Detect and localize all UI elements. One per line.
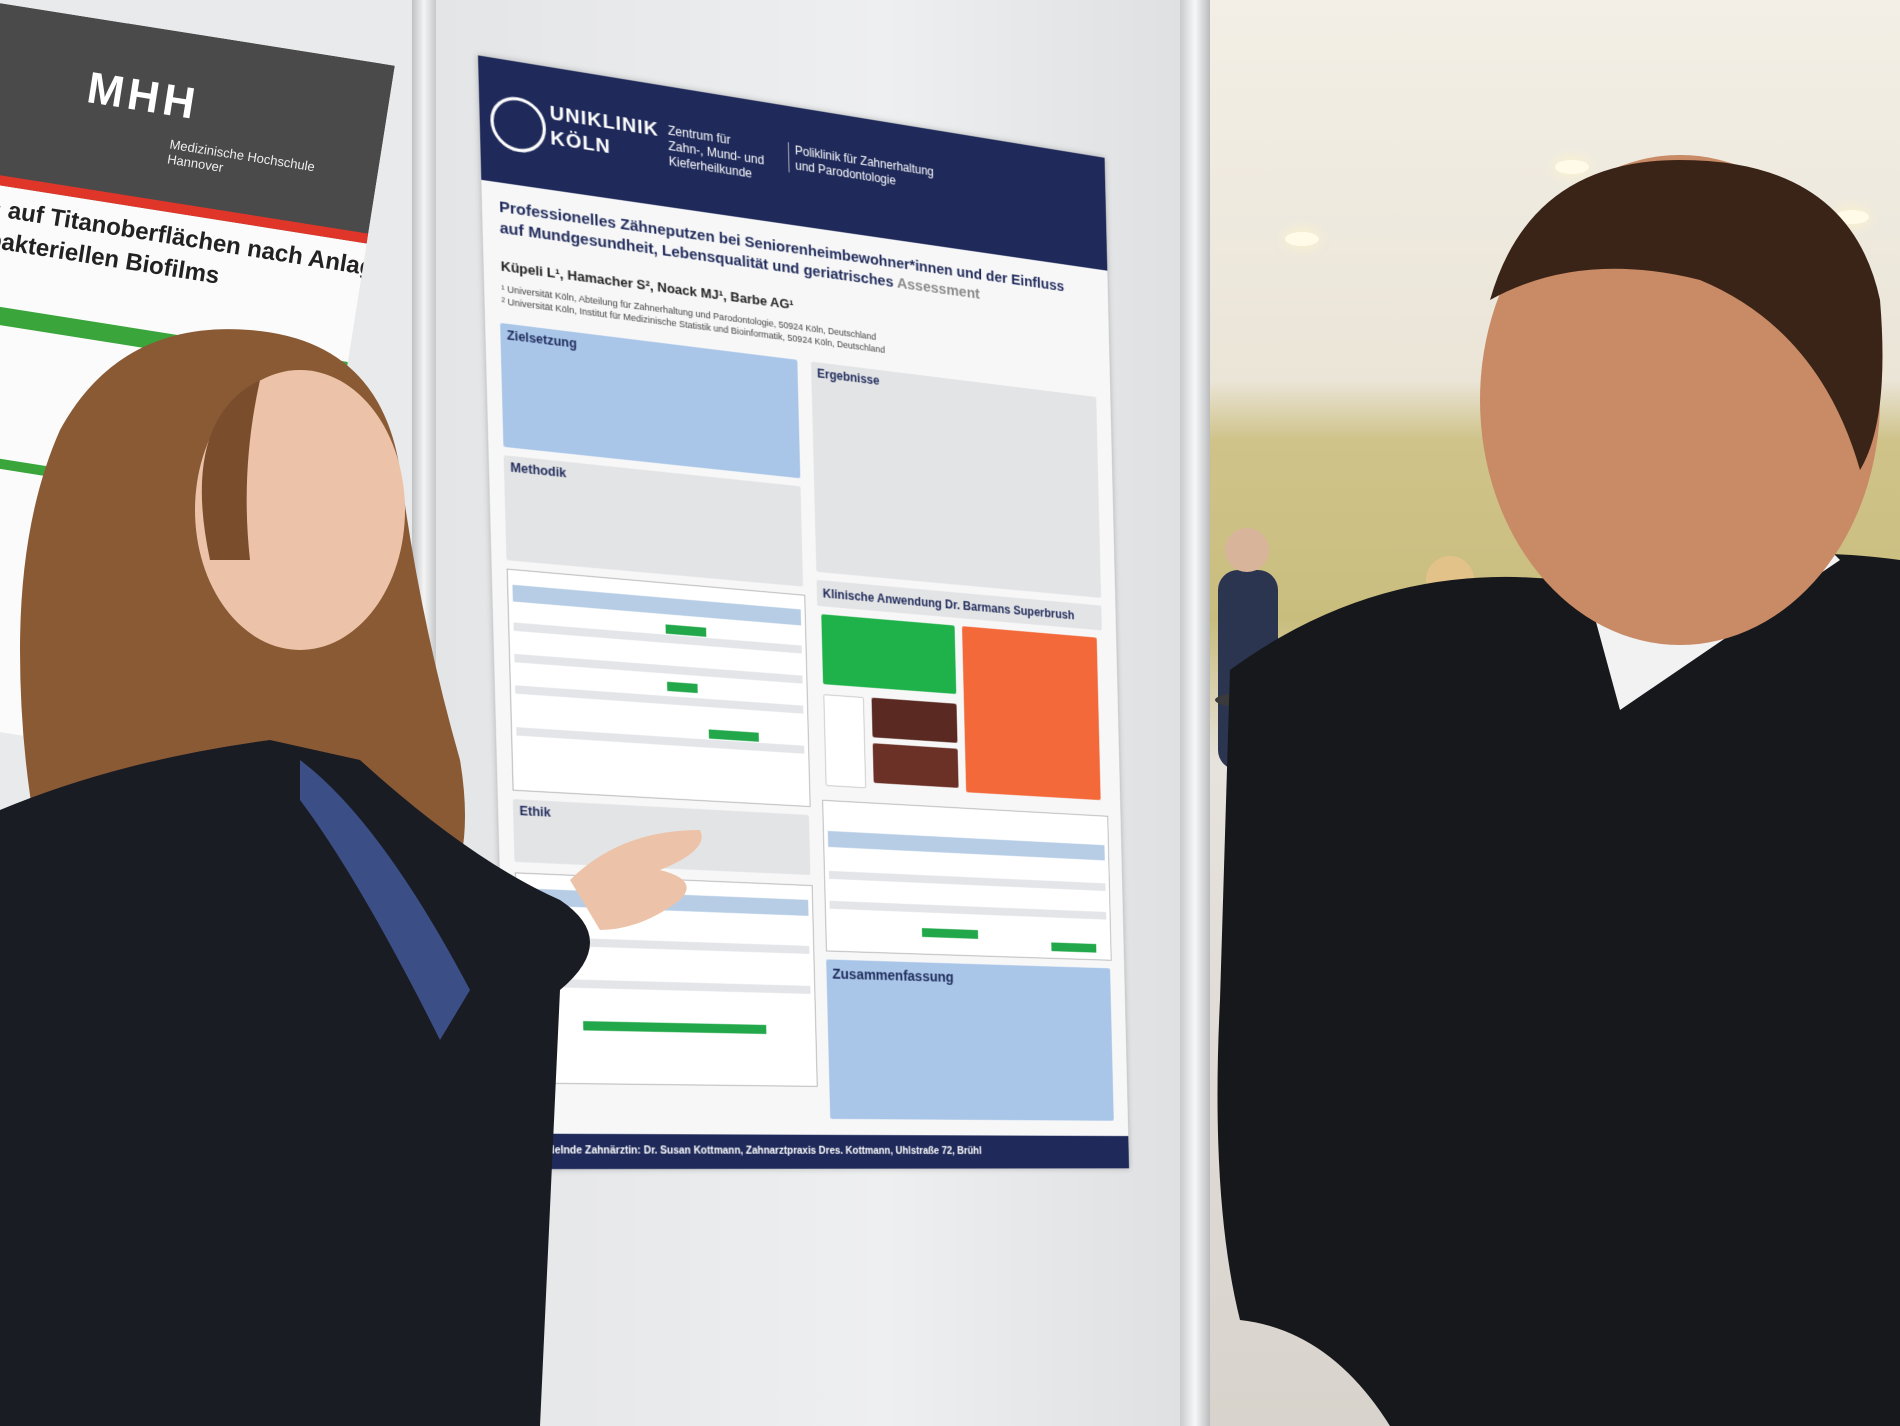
scene: {"left_poster":{"logo":"MHH","institutio…	[0, 0, 1900, 1426]
blazer	[0, 740, 590, 1426]
visitor-head	[1225, 528, 1269, 572]
suit	[1218, 553, 1900, 1426]
page: Poster session photo html,body{margin:0;…	[0, 0, 1900, 1426]
hand	[570, 830, 702, 930]
people	[0, 0, 1900, 1426]
